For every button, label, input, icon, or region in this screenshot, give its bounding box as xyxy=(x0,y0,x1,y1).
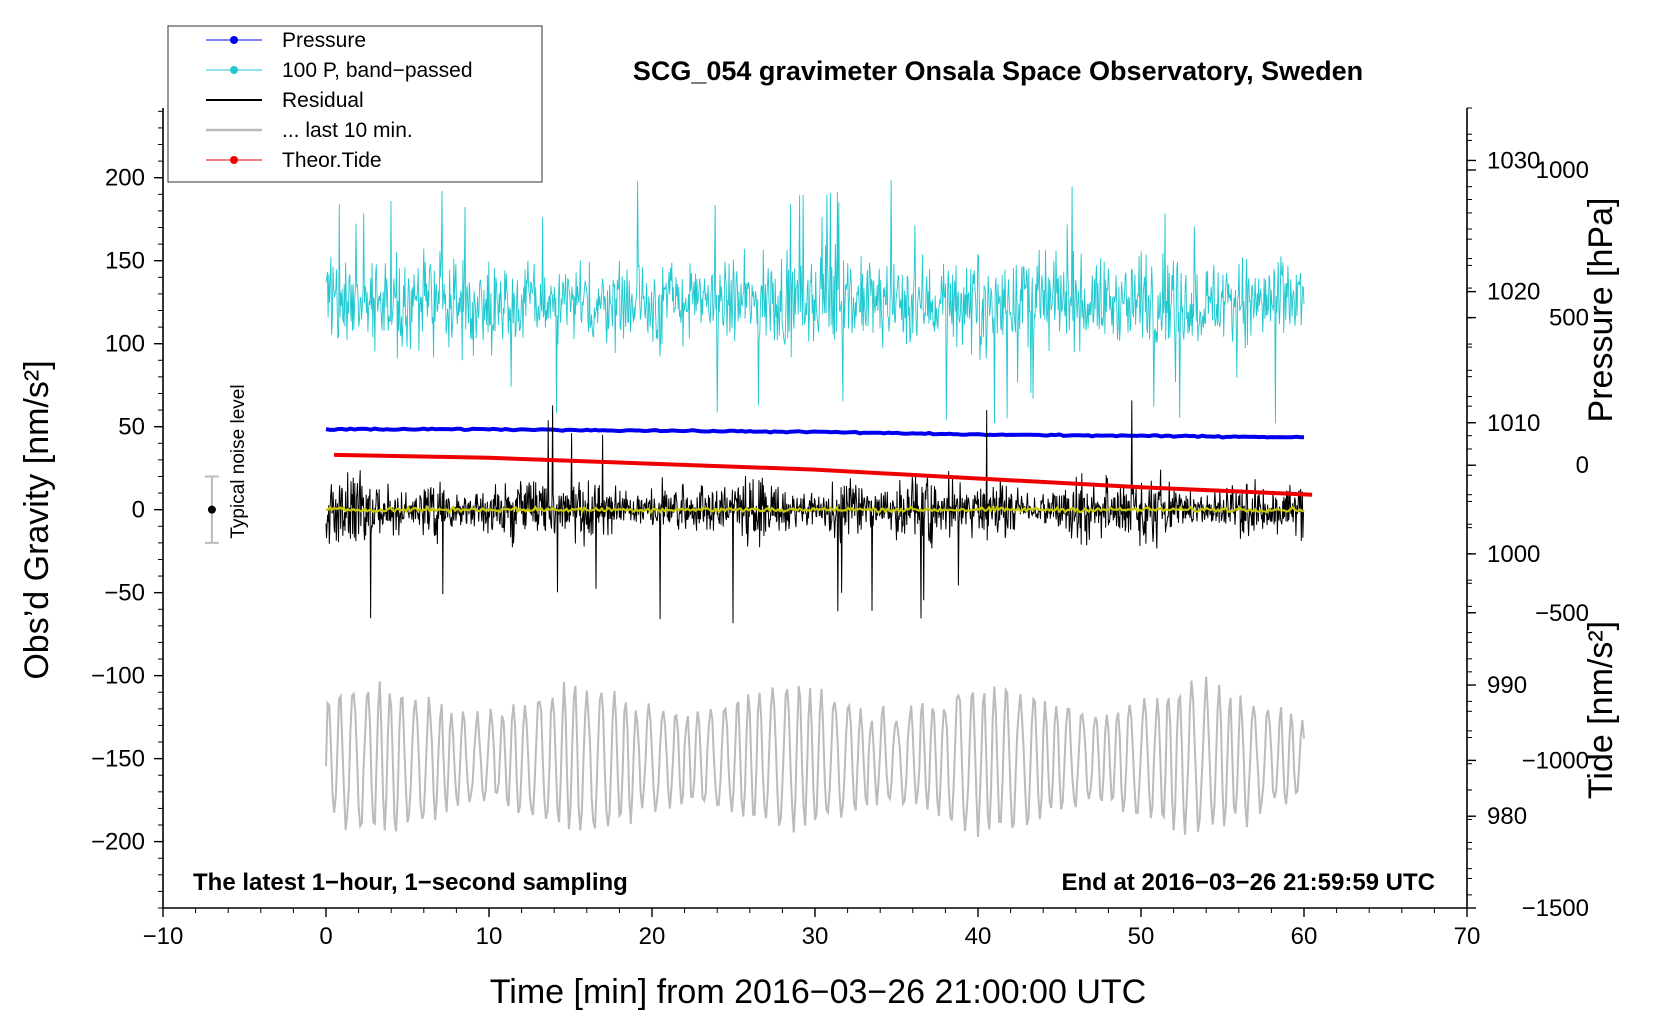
sampling-note: The latest 1−hour, 1−second sampling xyxy=(193,869,628,896)
y-left-tick-label: 50 xyxy=(118,414,145,441)
y-tide-tick-label: 0 xyxy=(1576,452,1589,479)
x-tick-label: 60 xyxy=(1291,923,1318,950)
legend-label: Residual xyxy=(282,89,364,112)
legend-marker xyxy=(230,36,238,44)
y-pressure-tick-label: 990 xyxy=(1487,672,1527,699)
legend-box xyxy=(167,25,543,183)
noise-level-marker xyxy=(207,505,216,514)
legend-label: ... last 10 min. xyxy=(282,119,413,142)
series-residual-smoothed xyxy=(325,504,1305,515)
y-left-tick-label: −50 xyxy=(104,580,145,607)
chart-title: SCG_054 gravimeter Onsala Space Observat… xyxy=(633,56,1363,86)
x-tick-label: 50 xyxy=(1128,923,1155,950)
y-axis-title-pressure: Pressure [hPa] xyxy=(1582,198,1620,423)
x-tick-label: 70 xyxy=(1454,923,1481,950)
y-axis-title-tide: Tide [nm/s²] xyxy=(1582,621,1620,799)
x-tick-label: 10 xyxy=(476,923,503,950)
y-tide-tick-label: 1000 xyxy=(1536,157,1589,184)
legend-marker xyxy=(230,66,238,74)
y-tide-tick-label: −1500 xyxy=(1522,895,1589,922)
y-left-tick-label: −150 xyxy=(91,746,145,773)
y-pressure-tick-label: 1020 xyxy=(1487,279,1540,306)
y-tide-tick-label: −1000 xyxy=(1522,747,1589,774)
end-time-note: End at 2016−03−26 21:59:59 UTC xyxy=(1061,869,1435,896)
x-tick-label: 0 xyxy=(319,923,332,950)
y-left-tick-label: 100 xyxy=(105,331,145,358)
series-last-10-min xyxy=(325,676,1305,837)
axis-ticks: −10 0 10 20 30 40 50 60 70200150100500−50−100−15… xyxy=(91,107,1589,950)
x-tick-label: 40 xyxy=(965,923,992,950)
y-left-tick-label: −200 xyxy=(91,829,145,856)
legend: Pressure 100 P, band−passed Residual ... la… xyxy=(167,25,543,183)
series-theoretical-tide xyxy=(334,452,1313,497)
x-tick-label: 30 xyxy=(802,923,829,950)
legend-label: 100 P, band−passed xyxy=(282,59,473,82)
y-tide-tick-label: 500 xyxy=(1549,305,1589,332)
noise-level-indicator: Typical noise level xyxy=(204,384,249,544)
y-axis-title-left: Obs’d Gravity [nm/s²] xyxy=(18,360,56,679)
y-left-tick-label: −100 xyxy=(91,663,145,690)
legend-label: Pressure xyxy=(282,29,366,52)
data-series xyxy=(325,180,1313,837)
y-tide-tick-label: −500 xyxy=(1535,600,1589,627)
series-pressure xyxy=(325,426,1305,440)
y-pressure-tick-label: 1030 xyxy=(1487,147,1540,174)
y-pressure-tick-label: 1010 xyxy=(1487,410,1540,437)
legend-marker xyxy=(230,156,238,164)
x-axis-title: Time [min] from 2016−03−26 21:00:00 UTC xyxy=(490,973,1146,1011)
y-left-tick-label: 200 xyxy=(105,165,145,192)
series-residual xyxy=(325,400,1305,624)
y-left-tick-label: 150 xyxy=(105,248,145,275)
x-tick-label: 20 xyxy=(639,923,666,950)
noise-level-label: Typical noise level xyxy=(228,384,249,538)
x-tick-label: −10 xyxy=(143,923,184,950)
y-pressure-tick-label: 980 xyxy=(1487,803,1527,830)
legend-label: Theor.Tide xyxy=(282,149,382,172)
y-left-tick-label: 0 xyxy=(132,497,145,524)
y-pressure-tick-label: 1000 xyxy=(1487,541,1540,568)
series-bandpassed-pressure xyxy=(325,180,1305,424)
